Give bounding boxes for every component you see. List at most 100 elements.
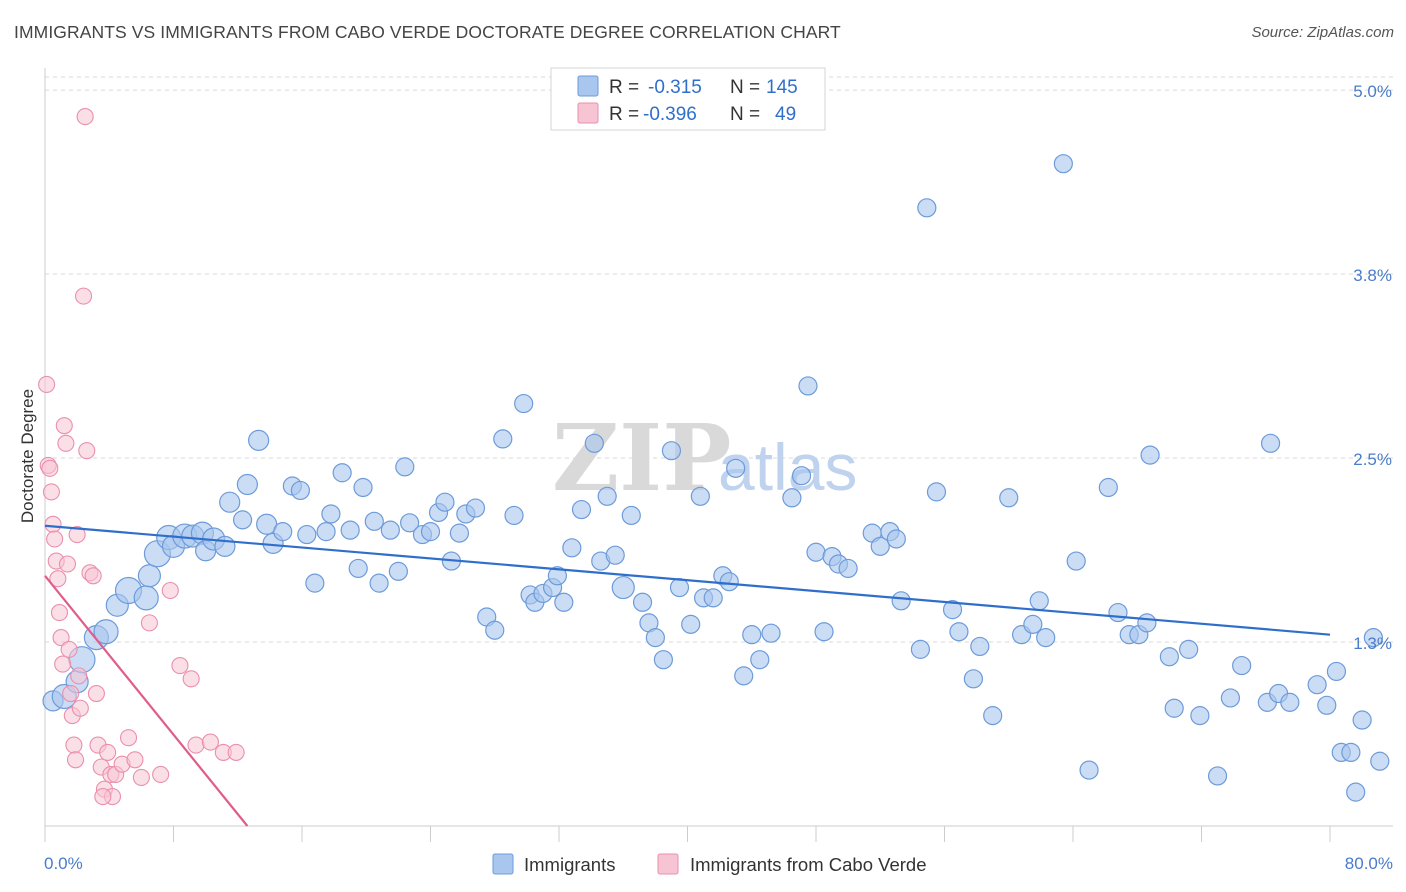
cabo-verde-trendline xyxy=(44,575,249,827)
cabo-verde-point xyxy=(42,483,60,501)
immigrants-point xyxy=(1098,477,1118,498)
immigrants-point xyxy=(1053,154,1073,174)
immigrants-point xyxy=(554,592,574,612)
immigrants-point xyxy=(999,488,1019,508)
immigrants-point xyxy=(369,573,389,593)
bottom-legend-swatch-cabo-verde xyxy=(657,853,679,875)
cabo-verde-point xyxy=(44,515,62,533)
immigrants-point xyxy=(1159,647,1179,667)
immigrants-point xyxy=(886,529,906,549)
immigrants-point xyxy=(750,650,770,670)
immigrants-point xyxy=(133,585,159,611)
immigrants-point xyxy=(332,463,352,483)
immigrants-point xyxy=(420,522,441,542)
immigrants-point xyxy=(380,520,400,540)
immigrants-point xyxy=(1179,639,1199,659)
immigrants-point xyxy=(1352,710,1372,730)
cabo-verde-point xyxy=(75,287,93,305)
immigrants-point xyxy=(93,619,119,645)
immigrants-point xyxy=(970,636,990,657)
immigrants-point xyxy=(316,522,336,542)
cabo-verde-point xyxy=(94,788,112,806)
immigrants-point xyxy=(1370,751,1390,771)
legend-n-label-1: N = xyxy=(730,77,760,98)
immigrants-point xyxy=(1023,614,1043,634)
immigrants-point xyxy=(949,622,969,642)
immigrants-point xyxy=(653,650,674,670)
immigrants-point xyxy=(605,545,625,565)
immigrants-point xyxy=(1108,602,1128,623)
cabo-verde-point xyxy=(52,629,70,647)
y-tick-labels: 1.3% 2.5% 3.8% 5.0% xyxy=(1353,82,1392,653)
y-tick-label: 1.3% xyxy=(1353,634,1392,653)
immigrants-point xyxy=(1029,591,1049,611)
immigrants-point xyxy=(1137,613,1157,633)
immigrants-point xyxy=(395,457,415,477)
cabo-verde-point xyxy=(70,667,88,685)
legend-n-value-2: 49 xyxy=(775,104,796,125)
immigrants-point xyxy=(584,433,604,453)
immigrants-point xyxy=(571,499,592,520)
legend-n-label-2: N = xyxy=(730,104,760,125)
cabo-verde-point xyxy=(171,657,189,675)
immigrants-point xyxy=(1220,688,1241,708)
cabo-verde-point xyxy=(152,765,170,784)
bottom-legend-label-cabo-verde: Immigrants from Cabo Verde xyxy=(690,854,926,875)
immigrants-point xyxy=(449,523,470,543)
immigrants-point xyxy=(814,622,834,642)
immigrants-point xyxy=(504,505,524,526)
immigrants-point xyxy=(791,466,812,486)
cabo-verde-point xyxy=(49,570,67,588)
immigrants-point xyxy=(761,623,781,643)
immigrants-point xyxy=(1341,742,1361,763)
immigrants-point xyxy=(963,669,984,689)
cabo-verde-point xyxy=(187,736,205,754)
immigrants-point xyxy=(248,429,270,451)
immigrants-point xyxy=(297,524,317,545)
cabo-verde-point xyxy=(60,640,78,658)
immigrants-point xyxy=(690,486,710,506)
cabo-verde-point xyxy=(38,375,56,393)
y-tick-label: 3.8% xyxy=(1353,266,1392,285)
immigrants-point xyxy=(645,628,665,648)
immigrants-point xyxy=(870,536,890,556)
bottom-legend: Immigrants Immigrants from Cabo Verde xyxy=(492,853,926,875)
source-label: Source: ZipAtlas.com xyxy=(1251,24,1394,41)
bottom-legend-swatch-immigrants xyxy=(492,853,514,875)
immigrants-point xyxy=(926,482,947,502)
immigrants-point xyxy=(321,504,341,524)
cabo-verde-point xyxy=(132,768,150,786)
cabo-verde-point xyxy=(46,530,64,548)
immigrants-point xyxy=(1140,445,1160,465)
immigrants-point xyxy=(348,558,368,579)
immigrants-point xyxy=(669,577,690,598)
immigrants-point xyxy=(137,564,162,588)
cabo-verde-point xyxy=(161,581,179,600)
immigrants-points xyxy=(42,154,1390,802)
cabo-verde-point xyxy=(87,684,105,703)
immigrants-point xyxy=(1036,628,1056,648)
immigrants-point xyxy=(514,393,534,414)
cabo-verde-point xyxy=(140,614,158,632)
bottom-legend-label-immigrants: Immigrants xyxy=(524,854,616,875)
cabo-verde-point xyxy=(50,604,69,622)
immigrants-point xyxy=(661,441,682,461)
x-tick-label-min: 0.0% xyxy=(44,854,83,873)
immigrants-point xyxy=(1363,628,1383,648)
immigrants-point xyxy=(942,600,963,620)
legend-r-value-2: -0.396 xyxy=(643,104,697,125)
cabo-verde-point xyxy=(68,526,86,544)
immigrants-point xyxy=(742,625,762,645)
immigrants-point xyxy=(782,488,802,508)
legend-n-value-1: 145 xyxy=(766,77,798,98)
immigrants-point xyxy=(917,198,937,218)
immigrants-point xyxy=(838,558,858,579)
cabo-verde-point xyxy=(41,459,59,477)
immigrants-point xyxy=(1346,782,1366,802)
immigrants-point xyxy=(1280,692,1300,712)
immigrants-point xyxy=(806,542,826,562)
immigrants-point xyxy=(305,573,325,593)
immigrants-point xyxy=(353,477,373,498)
immigrants-point xyxy=(364,511,384,531)
immigrants-point xyxy=(290,480,310,501)
